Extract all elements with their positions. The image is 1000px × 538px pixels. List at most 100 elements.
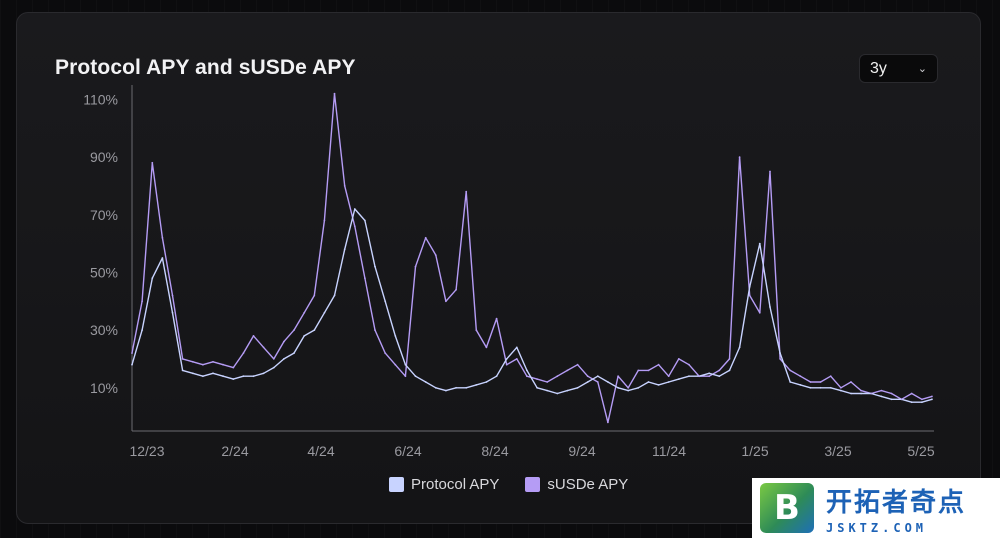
- data-point-protocol-apy: [586, 381, 589, 383]
- data-point-susde-apy: [779, 358, 781, 360]
- data-point-protocol-apy: [364, 219, 366, 222]
- data-point-protocol-apy: [799, 384, 802, 386]
- data-point-susde-apy: [313, 294, 316, 297]
- data-point-protocol-apy: [566, 389, 569, 392]
- data-point-susde-apy: [242, 352, 245, 354]
- watermark-text: 开拓者奇点 JSKTZ.COM: [826, 482, 966, 535]
- data-point-protocol-apy: [890, 398, 893, 401]
- legend-swatch-protocol-apy: [389, 477, 404, 492]
- data-point-protocol-apy: [657, 384, 660, 386]
- data-point-protocol-apy: [333, 294, 336, 297]
- data-point-protocol-apy: [434, 386, 437, 389]
- data-point-protocol-apy: [424, 381, 427, 383]
- data-point-susde-apy: [475, 329, 478, 331]
- series-line-susde-apy: [131, 93, 933, 424]
- data-point-protocol-apy: [819, 386, 822, 389]
- data-point-susde-apy: [283, 340, 285, 343]
- data-point-susde-apy: [394, 363, 397, 366]
- data-point-protocol-apy: [637, 386, 640, 389]
- legend-item-susde-apy[interactable]: sUSDe APY: [525, 476, 628, 493]
- data-point-susde-apy: [677, 358, 680, 360]
- data-point-protocol-apy: [272, 366, 275, 369]
- data-point-susde-apy: [455, 288, 457, 291]
- y-tick-label: 10%: [90, 380, 118, 396]
- x-tick-label: 5/25: [907, 443, 934, 459]
- data-point-susde-apy: [374, 329, 376, 331]
- x-tick-label: 11/24: [652, 443, 686, 459]
- data-point-protocol-apy: [293, 352, 295, 354]
- data-point-susde-apy: [434, 254, 437, 256]
- data-point-susde-apy: [495, 317, 498, 320]
- legend-label-protocol-apy: Protocol APY: [411, 476, 500, 493]
- legend-item-protocol-apy[interactable]: Protocol APY: [389, 476, 499, 493]
- x-tick-label: 2/24: [221, 443, 248, 459]
- data-point-protocol-apy: [738, 346, 741, 349]
- data-point-susde-apy: [617, 375, 619, 378]
- data-point-susde-apy: [819, 381, 822, 383]
- data-point-protocol-apy: [465, 386, 468, 389]
- data-point-protocol-apy: [131, 363, 133, 366]
- data-point-susde-apy: [637, 369, 640, 372]
- data-point-susde-apy: [222, 363, 225, 366]
- data-point-susde-apy: [840, 386, 842, 389]
- data-point-susde-apy: [323, 219, 326, 222]
- data-point-susde-apy: [758, 311, 761, 314]
- data-point-protocol-apy: [374, 265, 376, 268]
- data-point-protocol-apy: [910, 401, 913, 404]
- data-point-susde-apy: [576, 363, 579, 366]
- data-point-protocol-apy: [718, 375, 721, 378]
- data-point-susde-apy: [465, 190, 468, 193]
- time-range-select[interactable]: 3y ⌄: [859, 54, 938, 83]
- data-point-susde-apy: [566, 369, 569, 372]
- data-point-susde-apy: [829, 375, 832, 378]
- data-point-protocol-apy: [222, 375, 225, 378]
- data-point-susde-apy: [202, 363, 204, 366]
- data-point-susde-apy: [272, 358, 275, 360]
- data-point-susde-apy: [627, 386, 630, 389]
- data-point-protocol-apy: [394, 335, 397, 337]
- chart-title: Protocol APY and sUSDe APY: [55, 56, 356, 79]
- data-point-susde-apy: [890, 392, 893, 395]
- data-point-susde-apy: [809, 381, 812, 383]
- data-point-protocol-apy: [323, 311, 326, 314]
- data-point-protocol-apy: [262, 372, 265, 375]
- data-point-susde-apy: [171, 294, 174, 297]
- x-tick-label: 3/25: [824, 443, 851, 459]
- data-point-susde-apy: [556, 375, 559, 378]
- data-point-protocol-apy: [445, 389, 447, 392]
- data-point-protocol-apy: [313, 329, 316, 331]
- data-point-susde-apy: [353, 225, 356, 228]
- data-point-susde-apy: [364, 277, 366, 280]
- y-tick-label: 30%: [90, 322, 118, 338]
- data-point-susde-apy: [343, 185, 346, 187]
- data-point-protocol-apy: [627, 389, 630, 392]
- watermark-banner: B 开拓者奇点 JSKTZ.COM: [752, 478, 1000, 538]
- data-point-susde-apy: [931, 395, 933, 398]
- data-point-protocol-apy: [414, 375, 417, 378]
- data-point-susde-apy: [526, 375, 528, 378]
- data-point-protocol-apy: [607, 381, 609, 383]
- data-point-protocol-apy: [515, 346, 518, 349]
- data-point-susde-apy: [293, 329, 295, 331]
- data-point-protocol-apy: [829, 386, 832, 389]
- x-tick-label: 4/24: [307, 443, 334, 459]
- data-point-protocol-apy: [728, 369, 731, 372]
- data-point-protocol-apy: [758, 242, 761, 245]
- data-point-protocol-apy: [475, 384, 478, 386]
- data-point-susde-apy: [161, 236, 164, 239]
- data-point-susde-apy: [698, 375, 700, 378]
- data-point-protocol-apy: [181, 369, 184, 372]
- data-point-susde-apy: [252, 335, 255, 337]
- x-tick-label: 8/24: [481, 443, 508, 459]
- data-point-protocol-apy: [303, 335, 306, 337]
- data-point-protocol-apy: [242, 375, 245, 378]
- watermark-logo: B: [760, 483, 814, 533]
- data-point-protocol-apy: [840, 389, 842, 392]
- data-point-susde-apy: [728, 358, 731, 360]
- data-point-susde-apy: [303, 311, 306, 314]
- data-point-susde-apy: [141, 300, 144, 303]
- data-point-protocol-apy: [283, 358, 285, 360]
- chart-card: [16, 12, 981, 524]
- chart-legend: Protocol APY sUSDe APY: [389, 476, 628, 493]
